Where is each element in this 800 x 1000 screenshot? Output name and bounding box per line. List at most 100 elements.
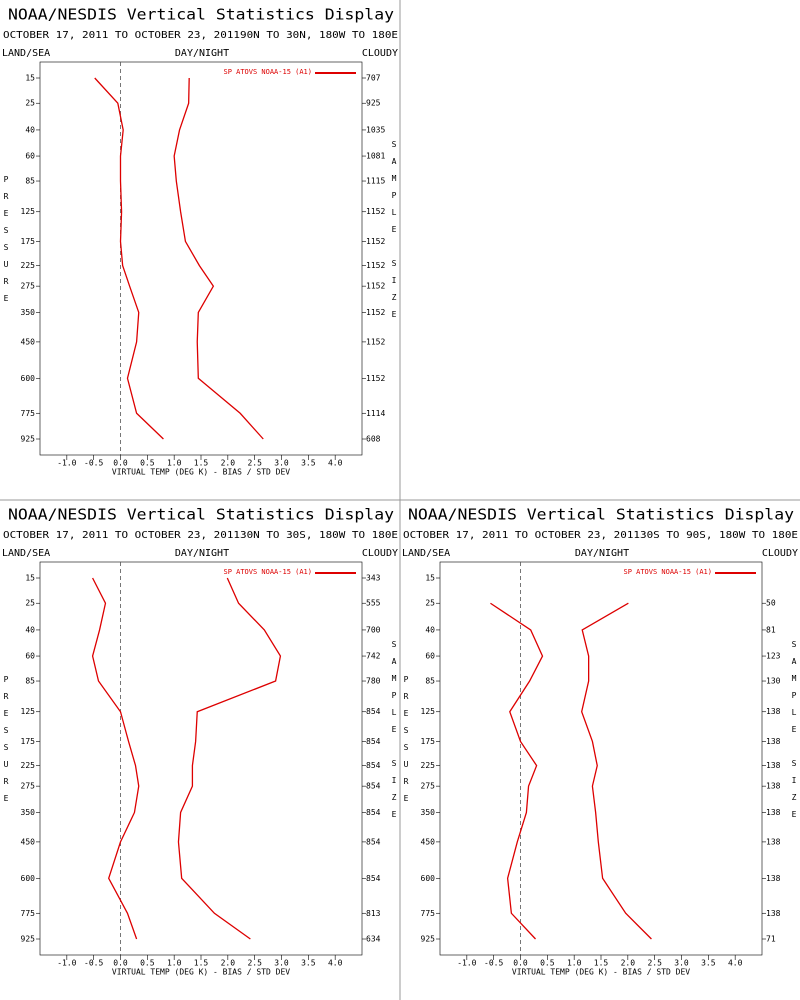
x-axis-label: VIRTUAL TEMP (DEG K) - BIAS / STD DEV xyxy=(112,468,290,477)
y2-axis-label: SAMPLE SIZE xyxy=(790,640,799,827)
std-dev-line xyxy=(177,577,282,940)
y-tick-label: 275 xyxy=(21,282,36,291)
y-tick-label: 125 xyxy=(21,707,36,716)
x-tick-label: 2.5 xyxy=(647,959,662,968)
y-tick-label: 125 xyxy=(421,707,436,716)
sample-size-label: 742 xyxy=(366,652,381,661)
x-tick-label: 1.0 xyxy=(167,459,182,468)
x-axis-label: VIRTUAL TEMP (DEG K) - BIAS / STD DEV xyxy=(112,968,290,977)
y-axis-label: PRESSURE xyxy=(2,675,11,811)
sample-size-label: 608 xyxy=(366,435,381,444)
y-tick-label: 85 xyxy=(25,177,35,186)
x-tick-label: 3.5 xyxy=(701,959,716,968)
y-tick-label: 85 xyxy=(25,677,35,686)
sample-size-label: 854 xyxy=(366,808,381,817)
sample-size-label: 138 xyxy=(766,909,781,918)
x-tick-label: 0.0 xyxy=(113,459,128,468)
y-tick-label: 25 xyxy=(25,99,35,108)
x-tick-label: 2.5 xyxy=(247,959,262,968)
y-tick-label: 350 xyxy=(21,808,36,817)
x-tick-label: 3.5 xyxy=(301,459,316,468)
chart-subtitle: OCTOBER 17, 2011 TO OCTOBER 23, 201130S … xyxy=(403,530,798,541)
y-tick-label: 775 xyxy=(21,409,36,418)
y-axis-label: PRESSURE xyxy=(402,675,411,811)
legend-label: SP ATOVS NOAA-15 (A1) xyxy=(623,568,712,576)
day-night-label: DAY/NIGHT xyxy=(175,48,229,59)
y-tick-label: 600 xyxy=(421,874,436,883)
sample-size-label: 71 xyxy=(766,935,776,944)
panel: NOAA/NESDIS Vertical Statistics Display O… xyxy=(402,506,799,977)
std-dev-line xyxy=(581,602,652,940)
y-tick-label: 925 xyxy=(21,435,36,444)
sample-size-label: 343 xyxy=(366,574,381,583)
y-tick-label: 600 xyxy=(21,874,36,883)
y-tick-label: 60 xyxy=(25,152,35,161)
plot-frame xyxy=(39,561,363,956)
y2-axis-label: SAMPLE SIZE xyxy=(390,640,399,827)
sample-size-label: 1152 xyxy=(366,337,385,346)
x-tick-label: -1.0 xyxy=(457,959,476,968)
y-tick-label: 15 xyxy=(25,74,35,83)
sample-size-label: 780 xyxy=(366,677,381,686)
sample-size-label: 707 xyxy=(366,74,381,83)
x-tick-label: 4.0 xyxy=(728,959,743,968)
chart-subtitle: OCTOBER 17, 2011 TO OCTOBER 23, 201130N … xyxy=(3,530,398,541)
plot-frame xyxy=(439,561,763,956)
y2-axis-label: SAMPLE SIZE xyxy=(390,140,399,327)
x-tick-label: 0.0 xyxy=(113,959,128,968)
y-tick-label: 775 xyxy=(421,909,436,918)
sample-size-label: 1081 xyxy=(366,152,385,161)
y-tick-label: 925 xyxy=(21,935,36,944)
y-tick-label: 125 xyxy=(21,207,36,216)
sample-size-label: 1152 xyxy=(366,308,385,317)
sample-size-label: 1152 xyxy=(366,207,385,216)
y-tick-label: 175 xyxy=(21,237,36,246)
sample-size-label: 138 xyxy=(766,808,781,817)
y-tick-label: 450 xyxy=(21,337,36,346)
y-tick-label: 275 xyxy=(421,782,436,791)
sample-size-label: 854 xyxy=(366,837,381,846)
sample-size-label: 50 xyxy=(766,599,776,608)
land-sea-label: LAND/SEA xyxy=(402,548,450,559)
x-tick-label: 1.5 xyxy=(594,959,609,968)
y-tick-label: 225 xyxy=(421,761,436,770)
x-tick-label: 2.5 xyxy=(247,459,262,468)
y-tick-label: 175 xyxy=(421,737,436,746)
y-tick-label: 15 xyxy=(25,574,35,583)
x-tick-label: 3.0 xyxy=(274,959,289,968)
sample-size-label: 138 xyxy=(766,761,781,770)
land-sea-label: LAND/SEA xyxy=(2,48,50,59)
bias-line xyxy=(94,77,164,440)
sample-size-label: 138 xyxy=(766,837,781,846)
y-tick-label: 350 xyxy=(421,808,436,817)
x-tick-label: 1.5 xyxy=(194,459,209,468)
panel: NOAA/NESDIS Vertical Statistics Display O… xyxy=(2,6,399,477)
day-night-label: DAY/NIGHT xyxy=(175,548,229,559)
y-tick-label: 25 xyxy=(425,599,435,608)
panel: NOAA/NESDIS Vertical Statistics Display O… xyxy=(2,506,399,977)
sample-size-label: 1115 xyxy=(366,177,385,186)
x-tick-label: 3.0 xyxy=(274,459,289,468)
x-tick-label: -1.0 xyxy=(57,459,76,468)
sample-size-label: 854 xyxy=(366,737,381,746)
sample-size-label: 925 xyxy=(366,99,381,108)
y-tick-label: 175 xyxy=(21,737,36,746)
y-tick-label: 60 xyxy=(25,652,35,661)
sample-size-label: 123 xyxy=(766,652,781,661)
cloudy-label: CLOUDY xyxy=(362,48,398,59)
y-tick-label: 25 xyxy=(25,599,35,608)
x-tick-label: 1.0 xyxy=(567,959,582,968)
y-tick-label: 925 xyxy=(421,935,436,944)
y-tick-label: 225 xyxy=(21,261,36,270)
x-tick-label: -0.5 xyxy=(484,959,503,968)
sample-size-label: 854 xyxy=(366,874,381,883)
y-tick-label: 450 xyxy=(21,837,36,846)
y-tick-label: 350 xyxy=(21,308,36,317)
y-tick-label: 40 xyxy=(25,125,35,134)
x-tick-label: 3.0 xyxy=(674,959,689,968)
y-tick-label: 40 xyxy=(425,625,435,634)
sample-size-label: 854 xyxy=(366,707,381,716)
sample-size-label: 1152 xyxy=(366,237,385,246)
sample-size-label: 130 xyxy=(766,677,781,686)
